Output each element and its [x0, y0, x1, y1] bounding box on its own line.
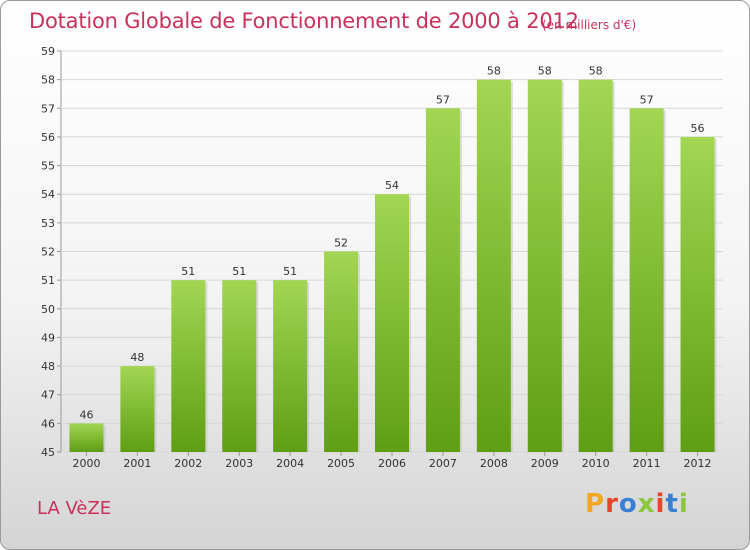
data-label-2005: 52 — [334, 237, 348, 250]
data-label-2003: 51 — [232, 265, 246, 278]
y-tick-label: 58 — [41, 74, 55, 87]
data-label-2000: 46 — [79, 408, 93, 421]
bar-2001 — [120, 366, 155, 452]
chart-title: Dotation Globale de Fonctionnement de 20… — [29, 9, 579, 33]
x-tick-label-2001: 2001 — [123, 457, 151, 470]
data-label-2007: 57 — [436, 93, 450, 106]
y-tick-label: 55 — [41, 160, 55, 173]
proxiti-logo: Proxiti — [585, 489, 689, 519]
data-label-2004: 51 — [283, 265, 297, 278]
bar-2004 — [273, 280, 308, 452]
x-tick-label-2002: 2002 — [174, 457, 202, 470]
y-tick-label: 50 — [41, 303, 55, 316]
bar-2008 — [476, 79, 511, 453]
commune-name: LA VèZE — [37, 498, 112, 519]
data-label-2011: 57 — [640, 93, 654, 106]
y-tick-label: 49 — [41, 331, 55, 344]
x-tick-label-2008: 2008 — [480, 457, 508, 470]
bar-2000 — [69, 423, 104, 452]
data-label-2001: 48 — [130, 351, 144, 364]
bar-2010 — [578, 79, 613, 453]
x-tick-label-2007: 2007 — [429, 457, 457, 470]
data-label-2008: 58 — [487, 65, 501, 78]
x-tick-label-2010: 2010 — [582, 457, 610, 470]
data-label-2006: 54 — [385, 179, 399, 192]
y-tick-label: 57 — [41, 102, 55, 115]
y-tick-label: 59 — [41, 45, 55, 58]
data-label-2010: 58 — [589, 65, 603, 78]
data-label-2012: 56 — [691, 122, 705, 135]
y-tick-label: 52 — [41, 246, 55, 259]
data-label-2002: 51 — [181, 265, 195, 278]
x-tick-label-2000: 2000 — [72, 457, 100, 470]
data-label-2009: 58 — [538, 65, 552, 78]
x-tick-label-2005: 2005 — [327, 457, 355, 470]
x-tick-label-2003: 2003 — [225, 457, 253, 470]
bar-2002 — [171, 280, 206, 452]
y-tick-label: 48 — [41, 360, 55, 373]
y-tick-label: 47 — [41, 389, 55, 402]
y-tick-label: 54 — [41, 188, 55, 201]
bar-2012 — [680, 136, 715, 452]
y-tick-label: 46 — [41, 417, 55, 430]
bar-2006 — [375, 194, 409, 452]
bar-2005 — [324, 251, 359, 452]
x-tick-label-2011: 2011 — [633, 457, 661, 470]
y-tick-label: 45 — [41, 446, 55, 459]
bar-2007 — [425, 108, 460, 453]
x-tick-label-2009: 2009 — [531, 457, 559, 470]
bar-2009 — [527, 79, 562, 453]
bar-2011 — [629, 108, 664, 453]
x-tick-label-2004: 2004 — [276, 457, 304, 470]
y-tick-label: 53 — [41, 217, 55, 230]
x-tick-label-2006: 2006 — [378, 457, 406, 470]
chart-subtitle: (en milliers d'€) — [542, 18, 637, 32]
bar-2003 — [222, 280, 257, 452]
x-tick-label-2012: 2012 — [684, 457, 712, 470]
y-tick-label: 56 — [41, 131, 55, 144]
y-tick-label: 51 — [41, 274, 55, 287]
